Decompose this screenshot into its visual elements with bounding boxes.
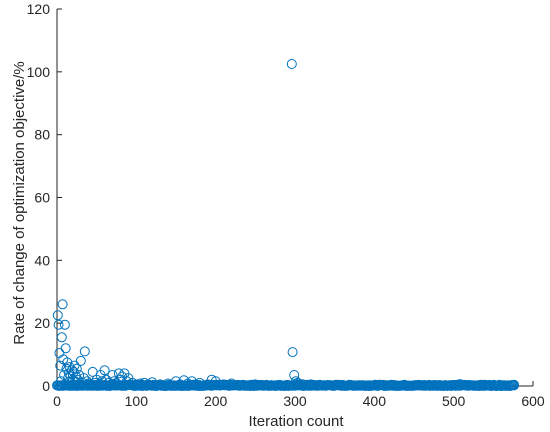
axes [56, 9, 533, 387]
y-axis-label-group: Rate of change of optimization objective… [11, 61, 28, 345]
x-tick-label: 100 [125, 393, 149, 409]
data-point [99, 365, 110, 376]
data-point [509, 380, 519, 391]
y-tick-label: 40 [34, 252, 50, 268]
x-tick-label: 0 [53, 393, 61, 409]
ticks: 0 100 200 300 400 500 600 0 20 40 60 80 100 120 [27, 1, 545, 409]
data-point [329, 380, 340, 391]
y-tick-label: 80 [34, 127, 50, 143]
y-tick-label: 120 [27, 1, 51, 17]
data-point [113, 368, 124, 379]
data-point [55, 360, 66, 371]
x-tick-label: 600 [521, 393, 545, 409]
y-tick-label: 60 [34, 190, 50, 206]
data-point [105, 379, 116, 390]
x-tick-label: 300 [283, 393, 307, 409]
data-point [297, 379, 308, 390]
y-axis-label: Rate of change of optimization objective… [11, 61, 28, 345]
y-tick-label: 20 [34, 315, 50, 331]
data-point [496, 380, 507, 391]
x-tick-label: 200 [204, 393, 228, 409]
data-point [67, 374, 78, 385]
data-point [60, 343, 71, 354]
data-point [54, 348, 65, 358]
data-point [287, 347, 298, 358]
data-point [294, 378, 304, 389]
data-point [163, 378, 174, 389]
data-point [109, 376, 120, 387]
data-point [131, 379, 142, 390]
data-point [71, 363, 82, 374]
x-tick-label: 400 [363, 393, 387, 409]
data-point [103, 377, 114, 388]
data-point [79, 346, 90, 357]
data-point [409, 380, 419, 391]
data-point [290, 376, 301, 387]
data-point [155, 379, 166, 390]
data-point [69, 360, 80, 371]
data-point [68, 366, 79, 377]
data-point [218, 379, 229, 390]
data-point [75, 355, 86, 366]
data-point [480, 380, 491, 391]
data-point [59, 319, 70, 330]
data-point [455, 379, 465, 390]
data-point [57, 299, 68, 310]
data-point [226, 378, 237, 389]
data-point [194, 377, 205, 388]
data-point [250, 379, 261, 390]
x-axis-label: Iteration count [248, 413, 344, 430]
data-point [266, 380, 277, 391]
data-point [56, 376, 66, 387]
data-point [53, 319, 64, 330]
y-tick-label: 100 [27, 64, 51, 80]
data-point [286, 59, 297, 69]
data-point [135, 378, 146, 389]
data-point [147, 377, 158, 388]
y-tick-label: 0 [42, 378, 50, 394]
x-tick-label: 500 [442, 393, 466, 409]
data-point [56, 332, 67, 343]
data-point [107, 370, 118, 380]
data-points [52, 59, 519, 391]
data-point [62, 357, 73, 368]
data-point [305, 379, 316, 390]
data-point [369, 380, 380, 391]
data-point [52, 310, 63, 321]
